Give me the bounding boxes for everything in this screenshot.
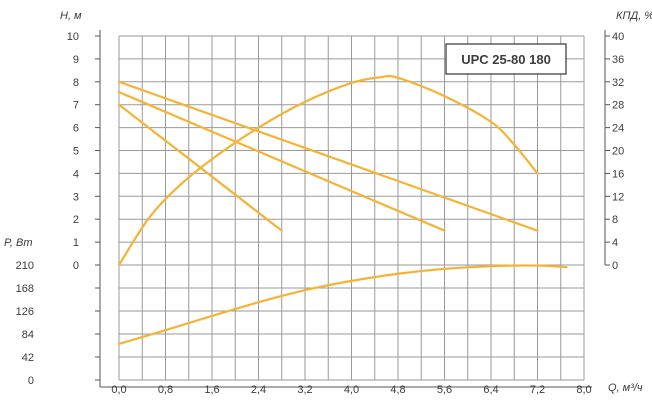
power-tick-label: 84 [22,329,34,341]
head-tick-label: 10 [67,31,79,43]
head-curve [117,80,539,232]
efficiency-axis-label: КПД, % [616,10,652,22]
flow-tick-label: 1,6 [204,384,219,396]
head-tick-label: 3 [73,191,79,203]
power-tick-label: 168 [16,283,34,295]
power-tick-label: 210 [16,260,34,272]
head-tick-label: 2 [73,214,79,226]
head-tick-label: 9 [73,54,79,66]
flow-tick-label: 5,6 [437,384,452,396]
efficiency-tick-label: 20 [612,146,624,158]
efficiency-tick-label: 28 [612,100,624,112]
title-box: UPC 25-80 180 [445,43,567,75]
chart-title: UPC 25-80 180 [461,52,551,67]
grid [118,35,585,381]
power-curve [117,264,568,345]
power-tick-label: 42 [22,352,34,364]
tick-labels: 0123456789100481216202428323640042841261… [16,31,625,396]
power-axis-label: P, Вт [4,237,33,249]
head-curve [117,91,446,232]
efficiency-tick-label: 0 [612,260,618,272]
efficiency-tick-label: 4 [612,237,618,249]
title-frame [445,43,567,75]
flow-tick-label: 3,2 [297,384,312,396]
flow-tick-label: 7,2 [530,384,545,396]
head-tick-label: 5 [73,146,79,158]
efficiency-tick-label: 12 [612,191,624,203]
efficiency-tick-label: 40 [612,31,624,43]
efficiency-tick-label: 36 [612,54,624,66]
flow-tick-label: 4,0 [344,384,359,396]
efficiency-tick-label: 32 [612,77,624,89]
efficiency-tick-label: 24 [612,123,624,135]
power-tick-label: 0 [28,375,34,387]
axes [95,30,610,388]
head-tick-label: 8 [73,77,79,89]
efficiency-curve [117,74,539,267]
head-tick-label: 0 [73,260,79,272]
flow-axis-label: Q, м³/ч [608,382,643,394]
curves [117,74,568,345]
power-tick-label: 126 [16,306,34,318]
head-tick-label: 4 [73,168,79,180]
head-axis-label: H, м [60,10,82,22]
flow-tick-label: 4,8 [390,384,405,396]
head-tick-label: 1 [73,237,79,249]
efficiency-tick-label: 8 [612,214,618,226]
flow-tick-label: 0,8 [158,384,173,396]
efficiency-tick-label: 16 [612,168,624,180]
head-tick-label: 6 [73,123,79,135]
flow-tick-label: 0,0 [111,384,126,396]
head-tick-label: 7 [73,100,79,112]
flow-tick-label: 6,4 [483,384,498,396]
flow-tick-label: 2,4 [251,384,266,396]
flow-tick-label: 8,0 [576,384,591,396]
